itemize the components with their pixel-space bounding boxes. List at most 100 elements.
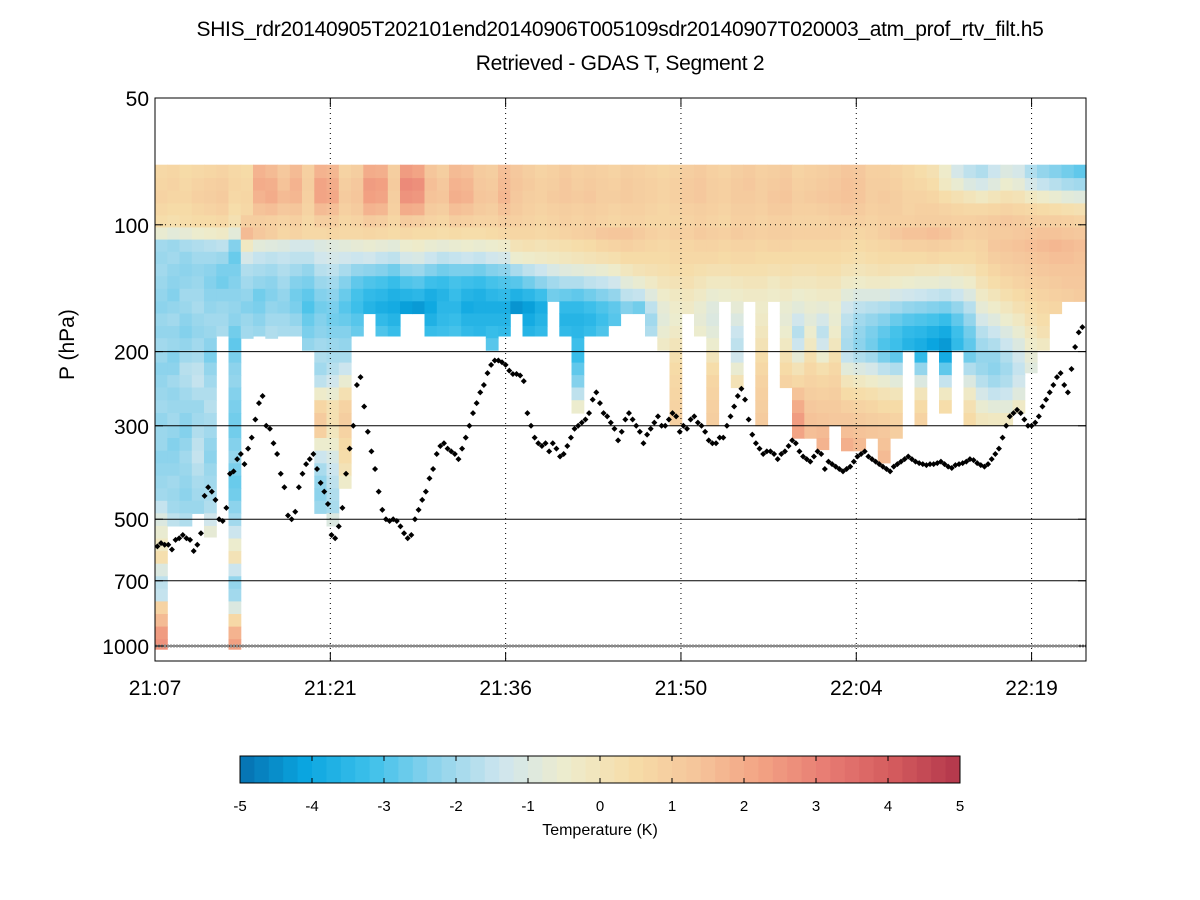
heatmap-cell bbox=[363, 178, 377, 192]
heatmap-cell bbox=[804, 313, 818, 327]
heatmap-cell bbox=[853, 438, 867, 452]
heatmap-cell bbox=[853, 288, 867, 302]
heatmap-cell bbox=[877, 326, 891, 339]
cloud-top-marker bbox=[546, 448, 553, 455]
heatmap-cell bbox=[473, 203, 487, 216]
heatmap-cell bbox=[167, 264, 181, 277]
heatmap-cell bbox=[743, 264, 756, 277]
heatmap-cell bbox=[1073, 215, 1087, 228]
heatmap-cell bbox=[645, 313, 658, 327]
cloud-top-marker bbox=[535, 440, 542, 447]
heatmap-cell bbox=[926, 276, 940, 290]
heatmap-cell bbox=[853, 400, 867, 414]
heatmap-cell bbox=[804, 227, 818, 241]
heatmap-cell bbox=[1012, 350, 1026, 364]
cloud-top-marker bbox=[274, 450, 281, 457]
cloud-top-marker bbox=[836, 466, 843, 473]
cloud-top-marker bbox=[506, 367, 513, 374]
heatmap-cell bbox=[975, 239, 989, 253]
colorbar-segment bbox=[441, 756, 457, 783]
heatmap-cell bbox=[326, 438, 340, 452]
heatmap-cell bbox=[963, 400, 977, 414]
y-tick-label: 1000 bbox=[102, 636, 149, 659]
heatmap-cell bbox=[645, 276, 658, 290]
heatmap-cell bbox=[326, 227, 340, 241]
heatmap-cell bbox=[228, 425, 242, 439]
heatmap-cell bbox=[375, 288, 389, 302]
cloud-top-marker bbox=[248, 434, 255, 441]
heatmap-cell bbox=[914, 338, 928, 351]
heatmap-cell bbox=[1061, 276, 1075, 290]
heatmap-cell bbox=[988, 239, 1001, 253]
heatmap-cell bbox=[1012, 164, 1026, 179]
heatmap-cell bbox=[559, 178, 573, 192]
heatmap-cell bbox=[706, 326, 720, 339]
heatmap-cell bbox=[1037, 164, 1050, 179]
heatmap-cell bbox=[547, 239, 560, 253]
heatmap-cell bbox=[485, 301, 499, 315]
heatmap-cell bbox=[363, 239, 377, 253]
heatmap-cell bbox=[228, 513, 242, 527]
colorbar-ticks: -5 -4 -3 -2 -1 0 1 2 3 4 5 bbox=[233, 756, 964, 815]
heatmap-cell bbox=[877, 215, 891, 228]
heatmap-cell bbox=[228, 563, 242, 577]
heatmap-cell bbox=[265, 239, 279, 253]
colorbar-tick-label: 2 bbox=[740, 798, 748, 815]
heatmap-cell bbox=[988, 203, 1001, 216]
heatmap-cell bbox=[767, 178, 781, 192]
cloud-top-marker bbox=[596, 400, 603, 407]
heatmap-cell bbox=[277, 190, 291, 204]
cloud-top-marker bbox=[593, 389, 600, 396]
heatmap-cell bbox=[755, 215, 769, 228]
cloud-top-marker bbox=[941, 461, 948, 468]
heatmap-cell bbox=[314, 301, 328, 315]
heatmap-cell bbox=[865, 400, 879, 414]
heatmap-cell bbox=[596, 190, 609, 204]
heatmap-cell bbox=[302, 288, 315, 302]
heatmap-cell bbox=[988, 413, 1001, 427]
heatmap-cell bbox=[314, 375, 328, 389]
heatmap-cell bbox=[571, 288, 585, 302]
cloud-top-marker bbox=[564, 442, 571, 449]
heatmap-cell bbox=[436, 313, 450, 327]
cloud-top-marker bbox=[803, 456, 810, 463]
heatmap-cell bbox=[865, 425, 879, 439]
cloud-top-marker bbox=[524, 410, 531, 417]
heatmap-cell bbox=[179, 264, 193, 277]
heatmap-cell bbox=[277, 239, 291, 253]
heatmap-cell bbox=[571, 190, 585, 204]
cloud-top-marker bbox=[963, 458, 970, 465]
heatmap-cell bbox=[975, 400, 989, 414]
heatmap-cell bbox=[645, 301, 658, 315]
heatmap-cell bbox=[1037, 190, 1050, 204]
heatmap-cell bbox=[155, 239, 168, 253]
heatmap-cell bbox=[926, 288, 940, 302]
heatmap-cell bbox=[522, 215, 536, 228]
heatmap-cell bbox=[890, 301, 903, 315]
heatmap-cell bbox=[718, 251, 732, 265]
heatmap-cell bbox=[204, 301, 217, 315]
heatmap-cell bbox=[498, 301, 511, 315]
cloud-top-marker bbox=[277, 470, 284, 477]
heatmap-cell bbox=[828, 190, 842, 204]
heatmap-cell bbox=[694, 215, 707, 228]
heatmap-cell bbox=[498, 215, 511, 228]
heatmap-cell bbox=[179, 251, 193, 265]
heatmap-cell bbox=[265, 288, 279, 302]
heatmap-cell bbox=[277, 251, 291, 265]
heatmap-cell bbox=[498, 178, 511, 192]
heatmap-cell bbox=[191, 276, 205, 290]
heatmap-cell bbox=[902, 326, 916, 339]
heatmap-cell bbox=[755, 350, 769, 364]
heatmap-cell bbox=[792, 264, 805, 277]
heatmap-cell bbox=[155, 639, 168, 650]
heatmap-cell bbox=[890, 313, 903, 327]
y-tick-label: 700 bbox=[114, 571, 149, 594]
heatmap-cell bbox=[694, 288, 707, 302]
heatmap-cell bbox=[473, 276, 487, 290]
heatmap-cell bbox=[914, 350, 928, 364]
heatmap-cell bbox=[939, 326, 952, 339]
heatmap-cell bbox=[853, 264, 867, 277]
colorbar-segment bbox=[470, 756, 486, 783]
heatmap-cell bbox=[326, 264, 340, 277]
